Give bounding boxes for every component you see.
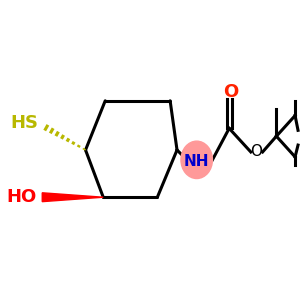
Ellipse shape xyxy=(181,141,212,178)
Text: NH: NH xyxy=(184,154,209,169)
Text: HS: HS xyxy=(10,114,38,132)
Text: HO: HO xyxy=(6,188,36,206)
Text: O: O xyxy=(250,145,262,160)
Text: O: O xyxy=(224,83,239,101)
Polygon shape xyxy=(42,193,103,202)
